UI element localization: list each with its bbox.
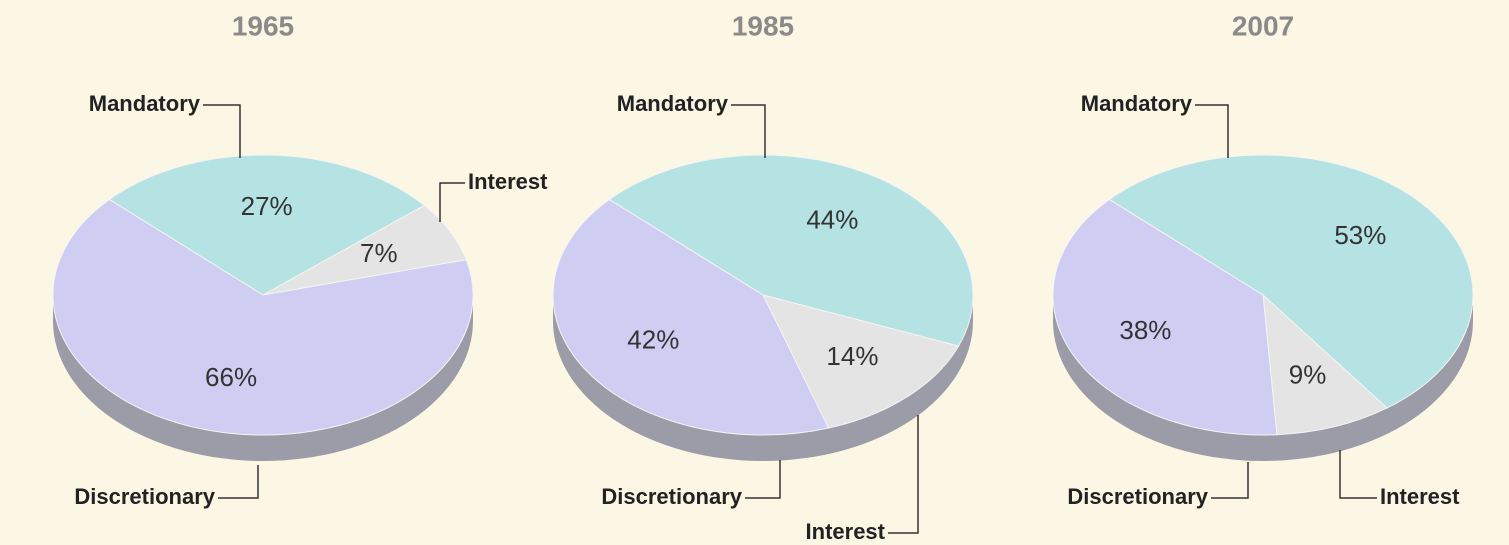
pie-slice: [1052, 198, 1278, 436]
value-label: 42%: [627, 325, 679, 355]
pie-slice: [52, 198, 474, 436]
category-label: Interest: [1380, 484, 1460, 509]
pie-slice: [762, 294, 960, 429]
category-label: Discretionary: [1067, 484, 1208, 509]
pie-slice: [108, 154, 426, 296]
category-label: Discretionary: [74, 484, 215, 509]
value-label: 7%: [360, 238, 398, 268]
leader-line: [888, 415, 919, 534]
leader-line: [439, 182, 465, 222]
pie-slice: [1262, 293, 1388, 436]
leader-line: [731, 104, 766, 158]
value-label: 14%: [826, 341, 878, 371]
category-label: Interest: [468, 169, 548, 194]
value-label: 27%: [241, 191, 293, 221]
value-label: 66%: [205, 362, 257, 392]
pie-slice: [552, 198, 830, 436]
value-label: 53%: [1334, 220, 1386, 250]
pie-slice: [608, 154, 974, 347]
value-label: 9%: [1289, 359, 1327, 389]
pie-slice: [1108, 154, 1474, 409]
value-label: 38%: [1119, 315, 1171, 345]
chart-title: 1965: [232, 10, 294, 41]
chart-title: 1985: [732, 10, 794, 41]
chart-title: 2007: [1232, 10, 1294, 41]
leader-line: [1195, 104, 1229, 158]
category-label: Discretionary: [601, 484, 742, 509]
category-label: Mandatory: [1081, 91, 1193, 116]
leader-line: [1339, 450, 1377, 499]
category-label: Mandatory: [89, 91, 201, 116]
category-label: Interest: [806, 519, 886, 544]
leader-line: [218, 465, 259, 499]
pie-side: [1053, 295, 1473, 461]
pie-side: [53, 295, 473, 461]
category-label: Mandatory: [617, 91, 729, 116]
leader-line: [745, 460, 781, 499]
value-label: 44%: [806, 204, 858, 234]
leader-line: [203, 104, 241, 158]
leader-line: [1211, 462, 1249, 499]
pie-side: [553, 295, 973, 461]
